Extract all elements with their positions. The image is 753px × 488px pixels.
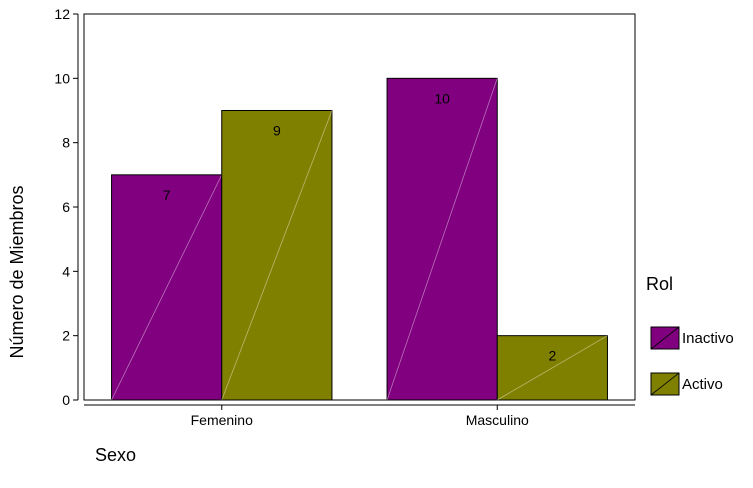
y-tick-label: 10 xyxy=(54,70,70,86)
y-tick-label: 12 xyxy=(54,6,70,22)
bar-diagonal-accent xyxy=(386,78,498,401)
y-tick-label: 6 xyxy=(62,199,70,215)
bar-diagonal-accent xyxy=(111,174,223,401)
bar-diagonal-accent xyxy=(221,110,333,401)
legend-label-inactivo: Inactivo xyxy=(682,330,734,347)
x-axis: Femenino Masculino xyxy=(84,404,635,428)
y-tick-label: 8 xyxy=(62,135,70,151)
legend-label-activo: Activo xyxy=(682,376,723,393)
bar-diagonal-accent xyxy=(497,335,608,401)
bar-value-label: 7 xyxy=(163,187,171,203)
bar-activo-masculino xyxy=(496,335,608,401)
bars xyxy=(111,77,608,401)
legend-title: Rol xyxy=(646,274,673,294)
y-tick-label: 2 xyxy=(62,328,70,344)
bar-inactivo-femenino xyxy=(111,174,223,401)
x-axis-title: Sexo xyxy=(95,445,136,465)
y-tick-label: 0 xyxy=(62,392,70,408)
y-axis-title: Número de Miembros xyxy=(7,185,27,358)
y-axis: 0 2 4 6 8 10 12 xyxy=(54,6,79,408)
y-tick-label: 4 xyxy=(62,263,70,279)
x-category-label: Femenino xyxy=(191,412,253,428)
bar-inactivo-masculino xyxy=(386,77,498,401)
bar-value-label: 9 xyxy=(273,123,281,139)
x-category-label: Masculino xyxy=(466,412,529,428)
bar-activo-femenino xyxy=(221,110,333,401)
data-labels: 7 9 10 2 xyxy=(163,90,557,363)
legend-swatch-diagonal xyxy=(650,326,680,350)
bar-value-label: 2 xyxy=(548,348,556,364)
bar-value-label: 10 xyxy=(434,90,450,106)
legend-swatch-diagonal xyxy=(650,372,680,396)
legend: Rol Inactivo Activo xyxy=(646,274,734,396)
